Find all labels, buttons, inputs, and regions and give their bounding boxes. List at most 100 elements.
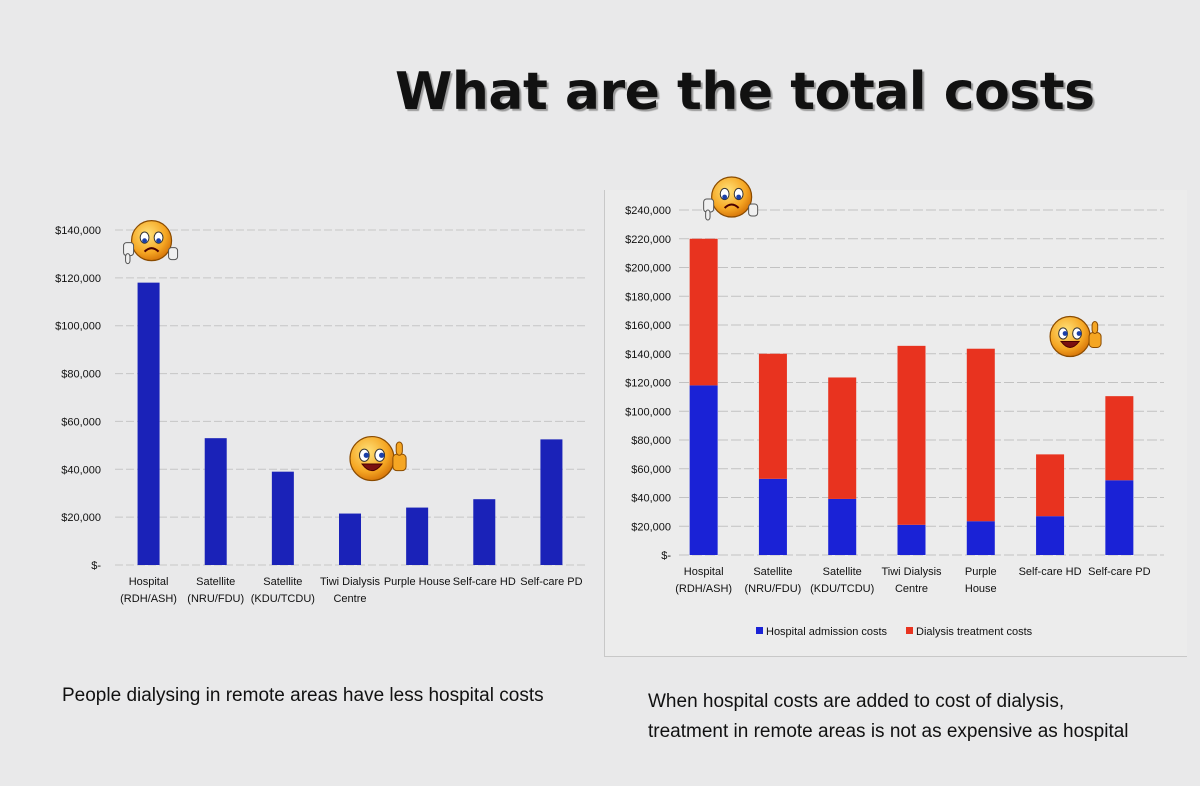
- bar: [271, 471, 294, 565]
- x-tick-label: (NRU/FDU): [745, 583, 802, 595]
- bar: [339, 513, 361, 565]
- x-tick-label: Self-care PD: [1088, 566, 1150, 578]
- y-tick-label: $-: [91, 560, 101, 572]
- x-tick-label: Centre: [333, 593, 366, 605]
- bar: [540, 439, 563, 565]
- bar-segment: [897, 345, 926, 525]
- bar-segment: [1036, 516, 1065, 555]
- slide-title: What are the total costs: [395, 62, 1095, 122]
- y-tick-label: $80,000: [631, 435, 671, 447]
- y-tick-label: $60,000: [631, 464, 671, 476]
- bar: [406, 507, 429, 565]
- bar-segment: [1105, 396, 1134, 481]
- y-tick-label: $140,000: [625, 349, 671, 361]
- total-costs-stacked-chart: $- $20,000 $40,000 $60,000 $80,000 $100,000 $1…: [625, 176, 1164, 638]
- y-tick-label: $40,000: [61, 464, 101, 476]
- hand: [748, 203, 759, 217]
- y-axis-ticks: $- $20,000 $40,000 $60,000 $80,000 $100,000 $1…: [55, 225, 101, 572]
- legend: Hospital admission costs Dialysis treatme…: [756, 626, 1033, 638]
- y-tick-label: $220,000: [625, 234, 671, 246]
- emoji-mouth: [143, 247, 160, 253]
- x-tick-label: Hospital: [684, 566, 724, 578]
- happy-thumbs-up-emoji: [1049, 315, 1102, 358]
- thumb-up: [395, 441, 403, 456]
- y-tick-label: $20,000: [631, 521, 671, 533]
- emoji-pupil: [142, 238, 147, 244]
- right-caption-line-1: When hospital costs are added to cost of…: [648, 691, 1065, 712]
- bar-segment: [1105, 480, 1134, 555]
- hospital-costs-chart: $- $20,000 $40,000 $60,000 $80,000 $100,000 $1…: [55, 220, 585, 605]
- hand: [168, 247, 179, 261]
- emoji-group: [703, 176, 1102, 358]
- right-caption-line-2: treatment in remote areas is not as expe…: [648, 721, 1129, 742]
- x-tick-label: (KDU/TCDU): [810, 583, 874, 595]
- emoji-mouth: [723, 203, 740, 209]
- x-tick-label: Satellite: [263, 576, 302, 588]
- emoji-pupil: [363, 452, 369, 458]
- emoji-pupil: [1062, 331, 1068, 336]
- worried-thumbs-down-emoji: [123, 220, 179, 265]
- thumb-down: [125, 253, 131, 265]
- emoji-face: [1049, 315, 1091, 358]
- legend-label: Dialysis treatment costs: [916, 626, 1033, 638]
- y-tick-label: $60,000: [61, 416, 101, 428]
- x-tick-label: Tiwi Dialysis: [320, 576, 381, 588]
- bar-segment: [897, 524, 926, 555]
- y-tick-label: $120,000: [55, 273, 101, 285]
- bar-segment: [828, 377, 857, 499]
- x-tick-label: Satellite: [196, 576, 235, 588]
- x-axis-labels: Hospital (RDH/ASH) Satellite (NRU/FDU) Satel…: [675, 566, 1150, 595]
- bar-segment: [828, 498, 857, 555]
- emoji-face: [711, 176, 753, 218]
- emoji-mouth: [1060, 341, 1081, 348]
- bar-segment: [689, 238, 718, 386]
- bar-segment: [758, 353, 787, 479]
- bar: [473, 499, 496, 565]
- emoji-mouth: [361, 463, 383, 472]
- bar-segment: [966, 348, 995, 522]
- y-axis-ticks: $- $20,000 $40,000 $60,000 $80,000 $100,000 $1…: [625, 205, 671, 562]
- x-tick-label: (RDH/ASH): [120, 593, 177, 605]
- x-tick-label: (KDU/TCDU): [251, 593, 315, 605]
- thumb-fist: [392, 453, 407, 472]
- happy-thumbs-up-emoji: [349, 435, 407, 482]
- emoji-face: [130, 220, 173, 262]
- stacked-bars: [689, 238, 1134, 555]
- emoji-pupil: [156, 238, 161, 244]
- left-caption: People dialysing in remote areas have le…: [62, 685, 544, 706]
- bar-segment: [966, 521, 995, 555]
- worried-thumbs-down-emoji: [703, 176, 759, 221]
- y-tick-label: $20,000: [61, 512, 101, 524]
- thumb-fist: [1088, 332, 1102, 348]
- x-tick-label: Purple House: [384, 576, 451, 588]
- x-tick-label: Centre: [895, 583, 928, 595]
- bar-segment: [758, 478, 787, 555]
- bars: [137, 282, 563, 565]
- y-tick-label: $100,000: [55, 321, 101, 333]
- x-tick-label: (NRU/FDU): [187, 593, 244, 605]
- thumb-up: [1091, 321, 1099, 334]
- x-tick-label: Self-care HD: [453, 576, 516, 588]
- x-axis-labels: Hospital (RDH/ASH) Satellite (NRU/FDU) Satel…: [120, 576, 583, 605]
- emoji-pupil: [379, 452, 385, 458]
- y-gridlines: [115, 229, 585, 566]
- y-tick-label: $140,000: [55, 225, 101, 237]
- thumb-down: [705, 209, 711, 221]
- x-tick-label: Satellite: [753, 566, 792, 578]
- x-tick-label: Self-care HD: [1019, 566, 1082, 578]
- x-tick-label: Hospital: [129, 576, 169, 588]
- y-tick-label: $160,000: [625, 320, 671, 332]
- x-tick-label: Tiwi Dialysis: [881, 566, 942, 578]
- y-tick-label: $120,000: [625, 378, 671, 390]
- y-tick-label: $80,000: [61, 369, 101, 381]
- bar-segment: [689, 385, 718, 555]
- x-tick-label: Purple: [965, 566, 997, 578]
- x-tick-label: House: [965, 583, 997, 595]
- y-tick-label: $40,000: [631, 493, 671, 505]
- bar-segment: [1036, 454, 1065, 517]
- y-tick-label: $180,000: [625, 291, 671, 303]
- y-tick-label: $200,000: [625, 263, 671, 275]
- legend-swatch: [906, 627, 913, 634]
- bar: [204, 438, 227, 565]
- x-tick-label: (RDH/ASH): [675, 583, 732, 595]
